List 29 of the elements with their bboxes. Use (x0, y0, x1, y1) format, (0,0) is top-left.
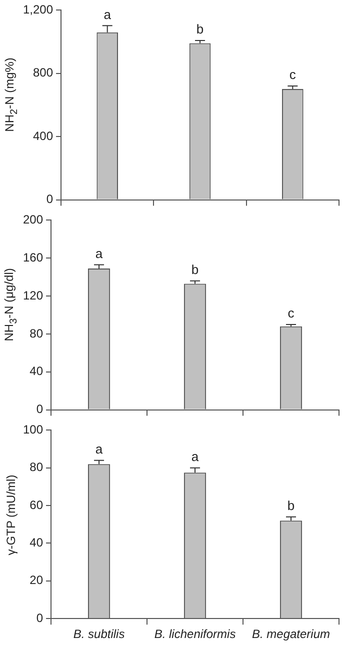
y-tick-label: 40 (30, 364, 44, 378)
annotation: a (191, 448, 200, 464)
y-tick-label: 60 (30, 498, 44, 512)
y-tick-label: 80 (30, 326, 44, 340)
y-tick-label: 80 (30, 460, 44, 474)
x-tick-label: B. megaterium (252, 627, 330, 642)
annotation: c (288, 306, 295, 321)
y-tick-label: 20 (30, 573, 44, 588)
annotation: c (289, 67, 296, 82)
annotation: b (191, 262, 199, 277)
y-tick-label: 0 (36, 610, 44, 625)
x-tick-label: B. licheniformis (154, 627, 236, 642)
y-tick-label: 120 (22, 288, 44, 302)
x-tick-label: B. subtilis (73, 627, 125, 642)
y-tick-label: 0 (36, 402, 44, 416)
y-tick-label: 1,200 (23, 2, 54, 17)
annotation: a (95, 246, 104, 261)
y-tick-label: 40 (30, 536, 44, 550)
annotation: b (196, 22, 204, 37)
y-tick-label: 0 (46, 192, 54, 206)
y-tick-label: 200 (22, 212, 44, 227)
annotation: a (95, 441, 104, 456)
y-tick-label: 160 (22, 250, 44, 264)
y-tick-label: 100 (22, 422, 44, 437)
annotation: a (104, 6, 112, 22)
y-axis-title: γ-GTP (mU/ml) (4, 474, 18, 556)
y-tick-label: 800 (33, 66, 54, 80)
annotation: b (287, 498, 295, 513)
y-tick-label: 400 (33, 128, 54, 143)
